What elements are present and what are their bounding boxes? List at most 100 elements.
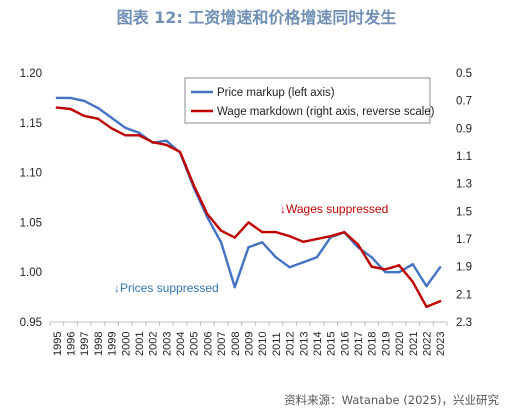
x-axis-tick-label: 1995 — [52, 332, 64, 356]
right-axis-tick-label: 1.7 — [456, 234, 472, 246]
data-point — [124, 126, 127, 129]
x-axis-tick-label: 2020 — [394, 332, 406, 356]
data-point — [55, 96, 59, 100]
data-point — [438, 300, 442, 303]
x-axis-tick-label: 2019 — [380, 332, 392, 356]
x-axis-tick-label: 2003 — [161, 332, 173, 356]
annotation-wages: ↓Wages suppressed — [280, 202, 388, 216]
source-note: 资料来源：Watanabe (2025)，兴业研究 — [284, 393, 499, 407]
data-point — [247, 246, 250, 249]
legend-box — [184, 77, 431, 124]
legend-label: Price markup (left axis) — [217, 87, 335, 99]
right-axis-tick-label: 1.5 — [456, 206, 472, 218]
x-axis-tick-label: 2000 — [120, 332, 132, 356]
figure-title: 图表 12: 工资增速和价格增速同时发生 — [116, 8, 397, 27]
data-point — [397, 271, 401, 274]
data-point — [384, 271, 387, 274]
left-axis-tick-label: 1.10 — [20, 168, 42, 180]
data-point — [233, 236, 237, 239]
data-point — [110, 116, 113, 120]
data-point — [397, 264, 401, 267]
data-point — [302, 240, 305, 243]
data-point — [260, 241, 264, 244]
data-point — [315, 256, 319, 259]
data-point — [370, 265, 373, 268]
data-point — [233, 285, 237, 289]
data-point — [206, 216, 209, 219]
x-axis-tick-label: 2022 — [421, 332, 433, 356]
x-axis-tick-label: 2023 — [435, 332, 447, 356]
x-axis-tick-label: 2002 — [148, 332, 160, 356]
x-axis-tick-label: 2012 — [285, 332, 297, 356]
x-axis-tick-label: 1996 — [66, 332, 78, 356]
data-point — [69, 96, 72, 100]
left-axis-tick-label: 0.95 — [20, 317, 42, 329]
data-point — [247, 221, 250, 224]
data-point — [110, 127, 113, 130]
data-point — [96, 117, 100, 120]
right-axis-tick-label: 1.3 — [456, 179, 472, 191]
x-axis-tick-label: 1999 — [107, 332, 119, 356]
x-axis-tick-label: 2006 — [202, 332, 214, 356]
data-point — [343, 230, 346, 234]
data-point — [219, 229, 223, 232]
x-axis-tick-label: 2013 — [298, 332, 310, 356]
data-point — [165, 143, 168, 147]
data-point — [137, 131, 141, 134]
data-point — [137, 134, 141, 137]
data-point — [288, 266, 291, 269]
annotation-prices: ↓Prices suppressed — [114, 281, 219, 295]
x-axis-tick-label: 1998 — [93, 332, 105, 356]
x-axis-tick-label: 2017 — [353, 332, 365, 356]
data-point — [96, 106, 100, 110]
right-axis-tick-label: 0.7 — [456, 96, 472, 108]
right-axis-tick-label: 2.3 — [456, 317, 472, 329]
data-point — [260, 230, 264, 234]
x-axis-tick-label: 1997 — [79, 332, 91, 356]
data-point — [411, 280, 414, 284]
left-axis-tick-label: 1.20 — [20, 68, 42, 80]
data-point — [219, 241, 223, 244]
data-point — [55, 106, 59, 109]
data-point — [425, 305, 428, 308]
x-axis-tick-label: 2004 — [175, 332, 187, 356]
data-point — [83, 114, 86, 118]
right-axis-tick-label: 0.9 — [456, 123, 472, 135]
series-line-price-markup — [56, 96, 442, 289]
x-axis-tick-label: 2001 — [134, 332, 146, 356]
data-point — [274, 230, 278, 234]
data-point — [329, 235, 332, 238]
data-point — [438, 266, 442, 269]
x-axis-tick-label: 2016 — [339, 332, 351, 356]
x-axis-tick-label: 2015 — [326, 332, 338, 356]
x-axis-tick-label: 2021 — [408, 332, 420, 356]
x-axis-tick-label: 2018 — [367, 332, 379, 356]
data-point — [315, 237, 319, 241]
data-point — [274, 256, 278, 259]
right-axis-tick-label: 1.1 — [456, 151, 472, 163]
legend-label: Wage markdown (right axis, reverse scale… — [217, 106, 435, 118]
data-point — [411, 263, 414, 266]
data-point — [69, 107, 72, 111]
data-point — [288, 235, 291, 238]
x-axis-tick-label: 2007 — [216, 332, 228, 356]
data-point — [356, 243, 360, 246]
left-axis-tick-label: 1.15 — [20, 118, 42, 130]
right-axis-tick-label: 2.1 — [456, 289, 472, 301]
data-point — [165, 139, 168, 142]
right-axis-tick-label: 1.9 — [456, 262, 472, 274]
data-point — [192, 183, 195, 187]
right-axis-tick-label: 0.5 — [456, 68, 472, 80]
data-point — [83, 99, 86, 103]
data-point — [206, 212, 209, 216]
left-axis-tick-label: 1.00 — [20, 267, 42, 279]
data-point — [384, 268, 387, 271]
data-point — [178, 150, 182, 154]
x-axis-tick-label: 2010 — [257, 332, 269, 356]
data-point — [124, 134, 127, 137]
left-axis-tick-label: 1.05 — [20, 217, 42, 229]
x-axis-tick-label: 2014 — [312, 332, 324, 356]
x-axis-tick-label: 2005 — [189, 332, 201, 356]
